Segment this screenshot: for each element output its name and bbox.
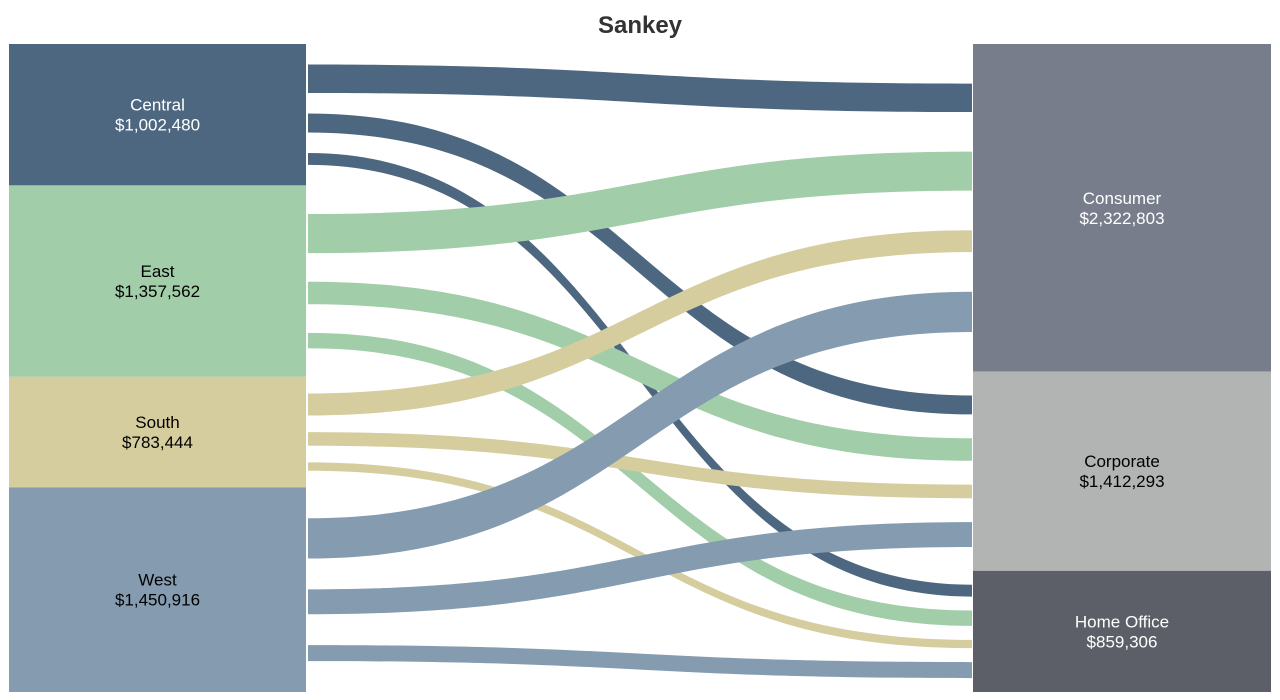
link-west-to-corporate[interactable] (308, 522, 972, 615)
link-east-to-consumer[interactable] (308, 151, 972, 254)
node-corporate[interactable] (973, 371, 1271, 571)
node-south[interactable] (9, 376, 306, 488)
node-consumer[interactable] (973, 44, 1271, 372)
node-label-south: South (135, 413, 179, 432)
node-east[interactable] (9, 185, 306, 377)
nodes-layer (9, 44, 1271, 692)
link-south-to-home-office[interactable] (308, 462, 972, 649)
node-value-south: $783,444 (122, 433, 193, 452)
link-east-to-home-office[interactable] (308, 332, 972, 626)
node-value-consumer: $2,322,803 (1079, 209, 1164, 228)
node-value-corporate: $1,412,293 (1079, 472, 1164, 491)
labels-layer: Central$1,002,480 East$1,357,562 South$783… (115, 96, 1169, 652)
link-west-to-consumer[interactable] (308, 291, 972, 559)
node-label-central: Central (130, 96, 185, 115)
node-west[interactable] (9, 487, 306, 692)
node-label-west: West (138, 571, 177, 590)
link-south-to-consumer[interactable] (308, 230, 972, 416)
links-layer (308, 64, 972, 679)
node-label-consumer: Consumer (1083, 189, 1162, 208)
link-west-to-home-office[interactable] (308, 645, 972, 679)
node-label-east: East (140, 262, 174, 281)
node-value-east: $1,357,562 (115, 282, 200, 301)
link-east-to-corporate[interactable] (308, 281, 972, 461)
node-label-home-office: Home Office (1075, 612, 1169, 631)
node-value-central: $1,002,480 (115, 116, 200, 135)
node-home-office[interactable] (973, 570, 1271, 692)
link-central-to-corporate[interactable] (308, 113, 972, 415)
link-south-to-corporate[interactable] (308, 432, 972, 499)
link-central-to-consumer[interactable] (308, 64, 972, 113)
node-value-home-office: $859,306 (1087, 632, 1158, 651)
node-label-corporate: Corporate (1084, 452, 1160, 471)
node-central[interactable] (9, 44, 306, 186)
chart-title: Sankey (597, 12, 683, 39)
node-value-west: $1,450,916 (115, 591, 200, 610)
